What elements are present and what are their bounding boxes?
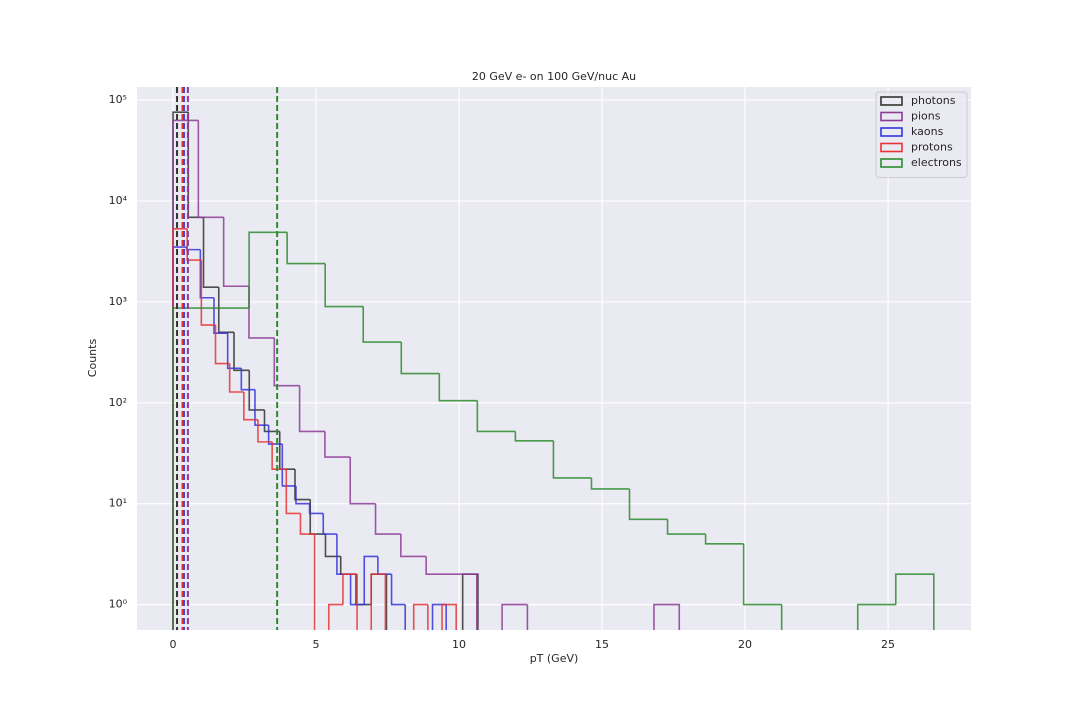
histogram-bin [295, 485, 310, 505]
chart-title: 20 GeV e- on 100 GeV/nuc Au [472, 70, 636, 83]
histogram-bin [704, 534, 744, 545]
histogram-bin [313, 534, 316, 630]
histogram-bin [322, 513, 337, 535]
histogram-bin [356, 574, 358, 630]
histogram-bin [248, 370, 265, 411]
histogram-bin [281, 444, 296, 487]
histogram-bin [856, 603, 896, 630]
y-tick-label: 10² [109, 396, 127, 409]
histogram-bin [441, 603, 457, 630]
histogram-bin [294, 469, 311, 501]
histogram-bin [552, 440, 592, 479]
histogram-bin [385, 574, 388, 630]
histogram-bin [349, 574, 365, 606]
legend-swatch [880, 127, 903, 137]
legend-label: protons [911, 141, 953, 154]
y-tick-label: 10³ [109, 295, 127, 308]
histogram-bin [324, 534, 341, 558]
histogram-bin [390, 574, 406, 606]
histogram-bin [894, 573, 935, 630]
histogram-bin [476, 400, 516, 433]
legend-swatch [880, 96, 903, 106]
y-tick-label: 10¹ [109, 497, 127, 510]
histogram-bin [370, 573, 386, 630]
histogram-bin [327, 603, 343, 630]
histogram-bin [199, 249, 215, 299]
legend-swatch [880, 158, 903, 168]
histogram-bin [285, 469, 301, 515]
histogram-bin [526, 604, 529, 630]
histogram-bin [400, 342, 440, 375]
histogram-bin [400, 534, 427, 558]
plot-area [137, 87, 971, 630]
histogram-bin [628, 488, 668, 521]
histogram-bin [342, 573, 358, 605]
histogram-bin [362, 306, 402, 343]
x-tick-label: 10 [452, 638, 466, 651]
histogram-bin [213, 297, 228, 334]
legend-box [875, 91, 968, 178]
histogram-bin [363, 555, 378, 605]
histogram-bin [257, 419, 273, 443]
histogram-bin [243, 392, 258, 421]
histogram-bin [240, 368, 255, 391]
histogram-bin [501, 603, 528, 630]
histogram-bin [200, 260, 216, 326]
histogram-bin [248, 231, 288, 309]
histogram-bin [324, 431, 351, 458]
legend-label: photons [911, 94, 956, 107]
histogram-bin [308, 503, 324, 515]
y-tick-label: 10⁵ [109, 93, 127, 106]
histogram-bin [202, 217, 219, 288]
histogram-bin [172, 307, 212, 630]
histogram-bin [431, 603, 447, 630]
legend-label: pions [911, 110, 941, 123]
legend-label: kaons [911, 125, 944, 138]
histogram-bin [324, 263, 364, 308]
histogram-bin [286, 232, 326, 265]
x-axis-label: pT (GeV) [530, 652, 579, 665]
histogram-bin [514, 431, 554, 442]
x-tick-label: 25 [881, 638, 895, 651]
histogram-bin [299, 513, 315, 535]
legend-label: electrons [911, 156, 962, 169]
histogram-bin [273, 337, 300, 387]
y-tick-label: 10⁴ [109, 194, 128, 207]
histogram-bin [349, 457, 376, 505]
histogram-bin [412, 603, 428, 630]
histogram-bin [666, 519, 706, 535]
histogram-bin [425, 556, 452, 576]
y-tick-label: 10⁰ [109, 598, 128, 611]
x-tick-label: 5 [313, 638, 320, 651]
histogram-bin [780, 604, 783, 630]
histogram-bin [384, 574, 387, 630]
histogram-bin [742, 543, 782, 606]
x-tick-label: 15 [595, 638, 609, 651]
histogram-bin [222, 217, 249, 288]
histogram-bin [197, 120, 224, 219]
histogram-bin [217, 287, 235, 334]
histogram-bin [228, 363, 244, 393]
histogram-bin [233, 332, 250, 372]
x-tick-label: 20 [738, 638, 752, 651]
histogram-bin [590, 477, 630, 490]
histogram-bin [226, 333, 242, 370]
legend-swatch [880, 142, 903, 153]
histogram-bin [404, 604, 407, 630]
histogram-bin [267, 425, 283, 445]
histogram-bin [254, 389, 269, 426]
histogram-bin [271, 441, 287, 470]
histogram-bin [653, 603, 681, 630]
y-axis-label: Counts [86, 339, 99, 378]
histogram-bin [298, 385, 325, 433]
histogram-bin [374, 503, 401, 535]
histogram-bin [475, 574, 478, 630]
histogram-bin [427, 604, 429, 630]
histogram-bin [214, 325, 230, 365]
legend-swatch [880, 111, 903, 122]
histogram-bin [438, 373, 478, 402]
x-tick-label: 0 [170, 638, 177, 651]
histogram-bin [263, 409, 280, 433]
